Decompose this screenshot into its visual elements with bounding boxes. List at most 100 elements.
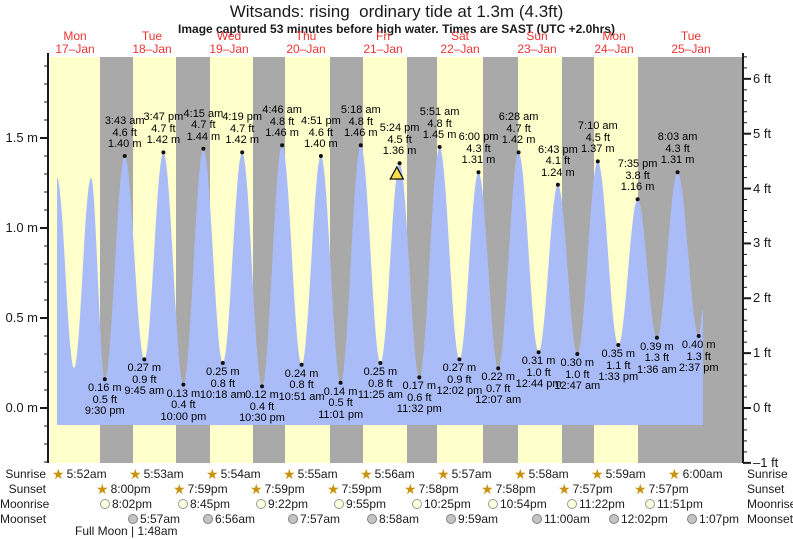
sunrise-time: 5:57am <box>451 467 492 481</box>
low-tide-dot <box>536 350 541 355</box>
left-axis-tick-label: 0.0 m <box>5 400 38 415</box>
sunrise-item: ★ 5:57am <box>437 467 492 481</box>
moonrise-row-label-right: Moonrise <box>747 497 793 511</box>
sunrise-time: 5:59am <box>605 467 646 481</box>
sunset-time: 7:58pm <box>495 482 536 496</box>
moonset-time: 5:57am <box>140 512 181 526</box>
high-tide-label: 7:35 pm 3.8 ft 1.16 m <box>617 158 658 194</box>
high-tide-dot <box>635 197 640 202</box>
sunrise-item: ★ 5:59am <box>591 467 646 481</box>
high-tide-dot <box>675 170 680 175</box>
sunset-item: ★ 7:59pm <box>250 482 305 496</box>
moonset-time: 8:58am <box>379 512 420 526</box>
low-tide-label: 0.27 m 0.9 ft 9:45 am <box>124 362 165 398</box>
low-tide-dot <box>299 362 304 367</box>
sunset-star-icon: ★ <box>327 481 340 497</box>
sunset-row-label-right: Sunset <box>747 482 785 496</box>
sunrise-star-icon: ★ <box>591 466 604 482</box>
sunset-item: ★ 7:57pm <box>634 482 689 496</box>
moonset-moon-icon <box>532 514 542 524</box>
sunrise-item: ★ 5:54am <box>206 467 261 481</box>
low-tide-dot <box>696 334 701 338</box>
sunset-time: 8:00pm <box>110 482 151 496</box>
moonrise-moon-icon <box>100 499 110 509</box>
sunrise-time: 5:52am <box>66 467 107 481</box>
low-tide-dot <box>616 343 621 347</box>
day-label: Sun 23–Jan <box>517 29 557 56</box>
sunrise-item: ★ 6:00am <box>668 467 723 481</box>
moonrise-item: 9:22pm <box>256 497 308 511</box>
sunset-item: ★ 8:00pm <box>96 482 151 496</box>
sunset-time: 7:59pm <box>264 482 305 496</box>
moonrise-time: 8:45pm <box>190 497 231 511</box>
sunrise-time: 5:53am <box>143 467 184 481</box>
sunset-star-icon: ★ <box>173 481 186 497</box>
moonrise-moon-icon <box>256 499 266 509</box>
left-axis-tick-label: 1.5 m <box>5 130 38 145</box>
low-tide-label: 0.22 m 0.7 ft 12:07 am <box>475 371 522 407</box>
moonrise-item: 8:02pm <box>100 497 152 511</box>
right-axis-tick-label: 6 ft <box>753 70 772 86</box>
right-axis-tick-label: 2 ft <box>753 290 772 306</box>
moonset-item: 6:56am <box>203 512 255 526</box>
day-label: Fri 21–Jan <box>363 29 403 56</box>
moonset-moon-icon <box>446 514 456 524</box>
day-label: Tue 18–Jan <box>132 29 172 56</box>
tide-curve <box>57 145 703 425</box>
low-tide-dot <box>260 384 264 389</box>
sunset-item: ★ 7:59pm <box>173 482 228 496</box>
sunset-item: ★ 7:58pm <box>404 482 459 496</box>
high-tide-dot <box>122 154 127 158</box>
moonset-time: 9:59am <box>458 512 499 526</box>
low-tide-label: 0.31 m 1.0 ft 12:44 pm <box>515 355 562 391</box>
high-tide-dot <box>280 143 285 148</box>
low-tide-label: 0.16 m 0.5 ft 9:30 pm <box>84 382 125 418</box>
high-tide-dot <box>555 182 560 187</box>
right-axis-tick-label: 1 ft <box>753 345 772 361</box>
sunrise-star-icon: ★ <box>437 466 450 482</box>
sunset-time: 7:59pm <box>341 482 382 496</box>
chart-subtitle: Image captured 53 minutes before high wa… <box>178 22 615 36</box>
moonset-moon-icon <box>128 514 138 524</box>
low-tide-label: 0.14 m 0.5 ft 11:01 pm <box>318 385 364 421</box>
low-tide-dot <box>417 375 422 380</box>
moon-phase-label: Full Moon | 1:48am <box>75 524 178 538</box>
moonrise-row-label-left: Moonrise <box>0 497 50 511</box>
right-axis-tick-label: 3 ft <box>753 235 772 251</box>
moonrise-time: 10:25pm <box>424 497 471 511</box>
high-tide-dot <box>476 170 481 175</box>
sunrise-star-icon: ★ <box>283 466 296 482</box>
right-axis-tick-label: –1 ft <box>753 454 779 470</box>
high-tide-label: 7:10 am 4.5 ft 1.37 m <box>577 120 618 156</box>
moonrise-moon-icon <box>645 499 655 509</box>
sunset-item: ★ 7:57pm <box>558 482 613 496</box>
low-tide-dot <box>654 335 659 340</box>
sunset-item: ★ 7:58pm <box>481 482 536 496</box>
high-tide-label: 4:19 pm 4.7 ft 1.42 m <box>222 111 263 147</box>
moonrise-item: 10:25pm <box>412 497 471 511</box>
moonset-moon-icon <box>609 514 619 524</box>
sunrise-star-icon: ★ <box>52 466 65 482</box>
moonrise-moon-icon <box>567 499 577 509</box>
moonrise-time: 8:02pm <box>112 497 153 511</box>
high-tide-label: 4:15 am 4.7 ft 1.44 m <box>183 107 224 143</box>
high-tide-label: 3:43 am 4.6 ft 1.40 m <box>104 115 145 150</box>
sunrise-star-icon: ★ <box>129 466 142 482</box>
low-tide-dot <box>378 361 383 365</box>
sunrise-row-label-right: Sunrise <box>747 467 788 481</box>
moonrise-time: 9:55pm <box>346 497 387 511</box>
high-tide-dot <box>358 143 363 148</box>
low-tide-label: 0.35 m 1.1 ft 1:33 pm <box>598 348 639 383</box>
sunset-star-icon: ★ <box>250 481 263 497</box>
low-tide-dot <box>142 357 147 362</box>
low-tide-dot <box>181 382 186 387</box>
sunrise-row-label-left: Sunrise <box>5 467 46 481</box>
moonrise-time: 11:51pm <box>657 497 703 511</box>
moonset-item: 8:58am <box>367 512 419 526</box>
moonset-item: 12:02pm <box>609 512 668 526</box>
high-tide-label: 6:00 pm 4.3 ft 1.31 m <box>458 131 499 167</box>
sunrise-time: 5:58am <box>528 467 569 481</box>
moonrise-moon-icon <box>178 499 188 509</box>
